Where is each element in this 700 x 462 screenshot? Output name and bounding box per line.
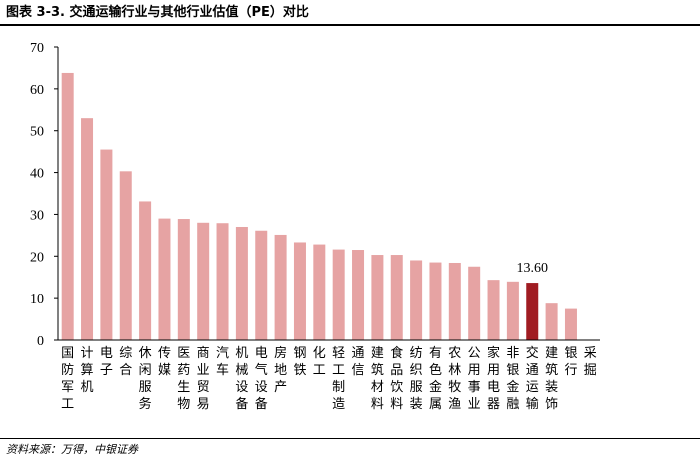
bar-16 <box>371 255 384 340</box>
bar-18 <box>410 260 423 340</box>
bar-11 <box>274 234 287 340</box>
bar-23 <box>506 281 519 340</box>
x-category-label: 汽车 <box>216 346 229 378</box>
y-tick-label: 0 <box>37 334 44 349</box>
bars <box>61 72 577 340</box>
y-axis: 0 10 20 30 40 50 60 70 <box>30 41 59 349</box>
bar-3 <box>119 171 132 340</box>
y-tick-label: 30 <box>30 208 44 223</box>
x-category-label: 有色金属 <box>429 346 442 412</box>
bar-24 <box>526 283 539 340</box>
bar-9 <box>235 226 248 340</box>
bottom-rule <box>0 438 700 439</box>
bar-15 <box>352 250 365 340</box>
category-labels: 国防军工计算机电子综合休闲服务传媒医药生物商业贸易汽车机械设备电气设备房地产钢铁… <box>61 345 597 412</box>
bar-14 <box>332 249 345 340</box>
bar-6 <box>177 219 190 340</box>
x-category-label: 医药生物 <box>177 346 190 412</box>
bar-8 <box>216 223 229 340</box>
y-tick-label: 60 <box>30 83 44 98</box>
bar-7 <box>197 222 210 340</box>
x-category-label: 钢铁 <box>293 346 306 378</box>
x-category-label: 纺织服装 <box>410 346 423 412</box>
x-category-label: 综合 <box>119 346 132 378</box>
bar-25 <box>545 303 558 340</box>
bar-20 <box>448 262 461 340</box>
x-category-label: 农林牧渔 <box>448 346 461 412</box>
y-tick-label: 50 <box>30 125 44 140</box>
bar-12 <box>293 242 306 340</box>
x-category-label: 传媒 <box>158 346 171 378</box>
bar-17 <box>390 255 403 340</box>
highlight-data-label: 13.60 <box>517 261 549 276</box>
x-category-label: 公用事业 <box>468 346 481 412</box>
x-category-label: 轻工制造 <box>332 346 345 412</box>
x-category-label: 商业贸易 <box>197 346 210 412</box>
x-category-label: 化工 <box>313 346 326 378</box>
data-labels: 13.60 <box>517 261 549 276</box>
y-tick-label: 20 <box>30 250 44 265</box>
x-category-label: 计算机 <box>81 346 94 395</box>
x-category-label: 机械设备 <box>235 346 248 412</box>
x-category-label: 非银金融 <box>506 346 519 412</box>
bar-13 <box>313 244 326 340</box>
x-category-label: 电气设备 <box>255 346 268 412</box>
top-rule <box>0 24 700 26</box>
x-category-label: 建筑装饰 <box>545 346 558 412</box>
x-category-label: 休闲服务 <box>139 346 152 412</box>
x-category-label: 房地产 <box>274 345 287 395</box>
x-category-label: 家用电器 <box>487 345 500 412</box>
source-note: 资料来源：万得，中银证券 <box>6 443 138 456</box>
x-category-label: 银行 <box>564 346 577 378</box>
bar-10 <box>255 230 268 340</box>
x-category-label: 国防军工 <box>61 346 74 412</box>
bar-26 <box>564 308 577 340</box>
bar-1 <box>81 118 94 340</box>
x-category-label: 建筑材料 <box>371 346 384 412</box>
bar-4 <box>139 201 152 340</box>
x-category-label: 电子 <box>100 346 113 378</box>
bar-21 <box>468 266 481 340</box>
bar-0 <box>61 72 74 340</box>
bar-2 <box>100 149 113 340</box>
y-tick-label: 10 <box>30 292 44 307</box>
x-category-label: 交通运输 <box>526 345 539 412</box>
bar-22 <box>487 280 500 340</box>
x-category-label: 食品饮料 <box>390 345 403 412</box>
pe-comparison-bar-chart: 0 10 20 30 40 50 60 70 国防军工计算机电子综合休闲服务传媒医药生物商业贸… <box>30 41 600 412</box>
y-tick-label: 40 <box>30 167 44 182</box>
figure-title: 图表 3-3. 交通运输行业与其他行业估值（PE）对比 <box>6 5 309 20</box>
x-category-label: 通信 <box>352 346 365 378</box>
bar-5 <box>158 218 171 340</box>
y-tick-label: 70 <box>30 41 44 56</box>
bar-19 <box>429 262 442 340</box>
x-category-label: 采掘 <box>584 346 597 378</box>
